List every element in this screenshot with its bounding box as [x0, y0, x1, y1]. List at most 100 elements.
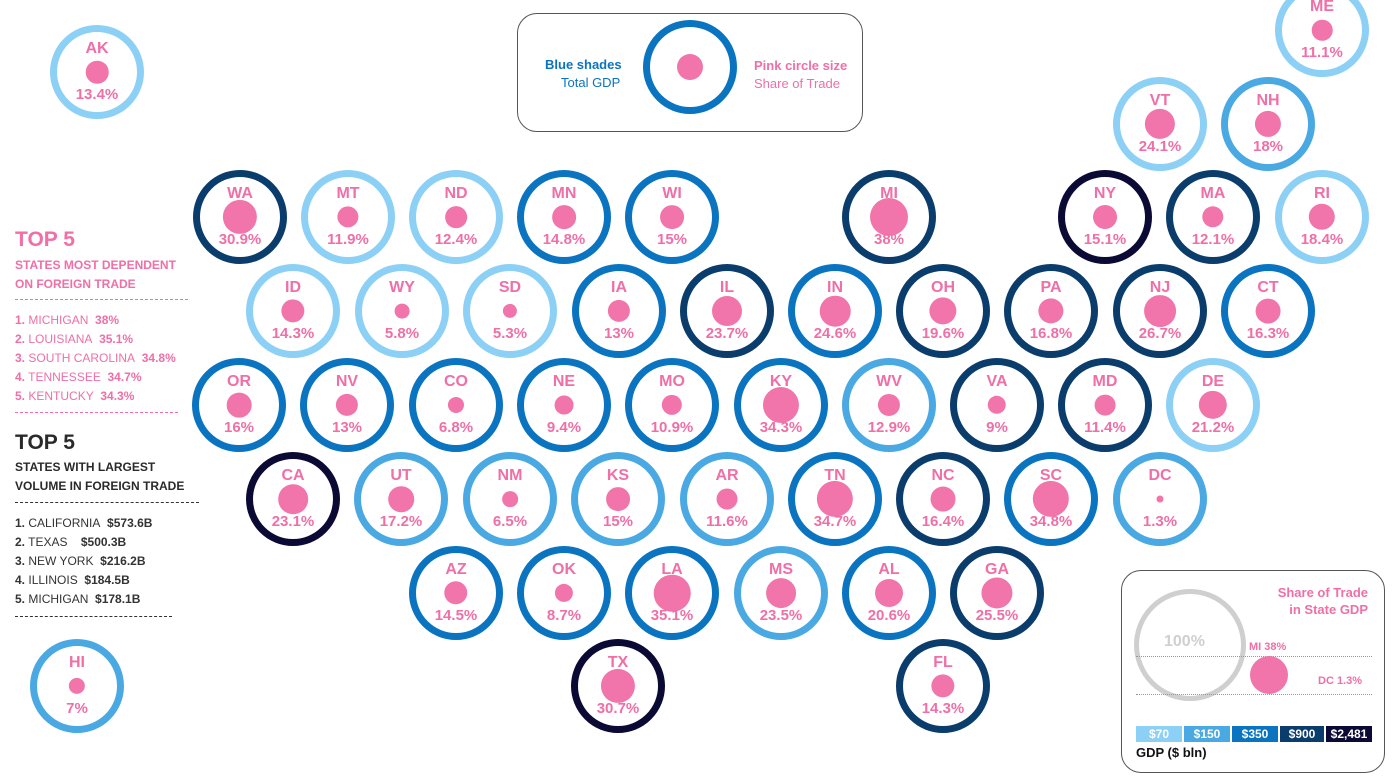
state-abbr: MS: [769, 561, 793, 578]
share-dot: [1202, 206, 1224, 228]
state-abbr: AL: [878, 561, 900, 578]
share-dot: [1032, 480, 1070, 518]
share-dot: [1156, 495, 1164, 503]
share-label: 15%: [656, 231, 688, 248]
legend-key: Blue shades Total GDP Pink circle size S…: [517, 13, 863, 132]
list-item: 3. NEW YORK $216.2B: [15, 554, 146, 568]
share-label: 9.4%: [546, 419, 582, 436]
state-vt: VT 24.1%: [1113, 77, 1207, 171]
state-de: DE 21.2%: [1166, 358, 1260, 452]
state-nv: NV 13%: [300, 358, 394, 452]
share-dot: [981, 577, 1013, 609]
share-dot: [819, 295, 851, 327]
state-id: ID 14.3%: [246, 264, 340, 358]
state-abbr: OH: [931, 279, 955, 296]
share-label: 17.2%: [379, 513, 423, 530]
share-label: 16%: [223, 419, 255, 436]
share-dot: [716, 488, 738, 510]
state-fl: FL 14.3%: [896, 639, 990, 733]
share-dot: [930, 486, 956, 512]
list-item: 2. LOUISIANA 35.1%: [15, 332, 134, 346]
state-nd: ND 12.4%: [409, 170, 503, 264]
share-dot: [661, 394, 683, 416]
key-blue-sub: Total GDP: [561, 75, 621, 90]
state-ga: GA 25.5%: [950, 546, 1044, 640]
state-ak: AK 13.4%: [50, 25, 144, 119]
state-md: MD 11.4%: [1058, 358, 1152, 452]
gdp-bin: $900: [1280, 726, 1324, 742]
share-dot: [554, 583, 574, 603]
share-label: 34.8%: [1029, 513, 1073, 530]
state-abbr: IA: [611, 279, 627, 296]
state-ma: MA 12.1%: [1166, 170, 1260, 264]
state-abbr: IL: [719, 279, 735, 296]
volume-rule-top: [15, 502, 199, 503]
state-abbr: WY: [389, 279, 415, 296]
share-label: 23.7%: [705, 325, 749, 342]
state-abbr: TN: [824, 467, 846, 484]
dependent-subtitle-line2: ON FOREIGN TRADE: [15, 277, 136, 291]
scale-legend: Share of Trade in State GDP 100% MI 38% …: [1121, 570, 1385, 773]
min-share-label: DC 1.3%: [1318, 675, 1363, 687]
scale-title-line2: in State GDP: [1289, 602, 1368, 617]
share-label: 16.8%: [1029, 325, 1073, 342]
state-dc: DC 1.3%: [1113, 452, 1207, 546]
share-dot: [337, 206, 359, 228]
state-abbr: NH: [1256, 92, 1280, 109]
dependent-rule-top: [15, 299, 188, 300]
share-label: 25.5%: [975, 607, 1019, 624]
state-abbr: KY: [769, 373, 793, 390]
share-label: 14.8%: [542, 231, 586, 248]
list-item: 3. SOUTH CAROLINA 34.8%: [15, 351, 176, 365]
gdp-bin: $70: [1136, 726, 1182, 742]
max-share-dot: [1250, 656, 1288, 694]
state-nj: NJ 26.7%: [1113, 264, 1207, 358]
state-abbr: MO: [659, 373, 685, 390]
state-abbr: RI: [1314, 185, 1330, 202]
max-share-label: MI 38%: [1249, 641, 1287, 653]
list-item: 1. MICHIGAN 38%: [15, 313, 120, 327]
state-abbr: ME: [1310, 0, 1334, 15]
key-blue-title: Blue shades: [545, 57, 622, 72]
state-in: IN 24.6%: [788, 264, 882, 358]
guide-line-bottom: [1136, 694, 1372, 695]
share-dot: [931, 674, 955, 698]
state-abbr: VT: [1149, 92, 1171, 109]
state-abbr: MN: [551, 185, 577, 202]
state-tn: TN 34.7%: [788, 452, 882, 546]
share-dot: [278, 484, 308, 514]
state-sc: SC 34.8%: [1004, 452, 1098, 546]
share-dot: [877, 393, 901, 417]
share-label: 11.1%: [1301, 44, 1343, 61]
state-abbr: ND: [444, 185, 468, 202]
share-dot: [600, 668, 636, 704]
share-dot: [552, 205, 576, 229]
volume-subtitle-line1: STATES WITH LARGEST: [15, 460, 156, 474]
share-dot: [929, 297, 957, 325]
share-dot: [606, 487, 630, 511]
state-mn: MN 14.8%: [517, 170, 611, 264]
state-la: LA 35.1%: [625, 546, 719, 640]
state-abbr: CO: [444, 373, 468, 390]
state-ok: OK 8.7%: [517, 546, 611, 640]
share-label: 8.7%: [546, 607, 582, 624]
list-item: 1. CALIFORNIA $573.6B: [15, 516, 153, 530]
state-abbr: TX: [607, 654, 629, 671]
state-mi: MI 38%: [842, 170, 936, 264]
share-dot: [281, 299, 305, 323]
share-label: 12.9%: [867, 419, 911, 436]
key-circle: [643, 20, 737, 114]
share-dot: [1254, 110, 1282, 138]
state-me: ME 11.1%: [1275, 0, 1369, 77]
dependent-rule-bottom: [15, 412, 178, 413]
dependent-heading: TOP 5: [15, 228, 75, 251]
share-label: 38%: [873, 231, 905, 248]
state-abbr: MT: [336, 185, 360, 202]
state-abbr: NC: [931, 467, 955, 484]
share-dot: [653, 574, 691, 612]
state-ny: NY 15.1%: [1058, 170, 1152, 264]
dependent-subtitle: STATES MOST DEPENDENT ON FOREIGN TRADE: [15, 256, 176, 294]
share-dot: [85, 60, 109, 84]
full-share-label: 100%: [1164, 633, 1205, 650]
share-dot: [1144, 295, 1176, 327]
